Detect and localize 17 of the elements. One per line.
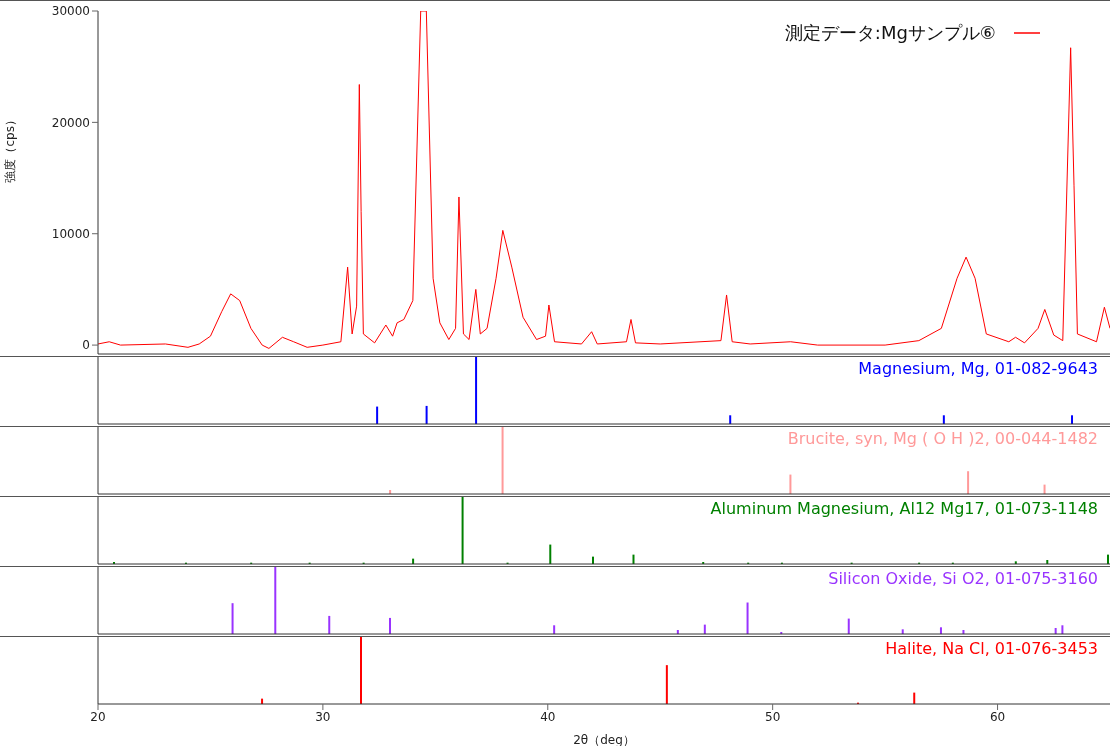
text: Magnesium, Mg, 01-082-9643 [858,359,1098,378]
x-tick-label: 60 [989,709,1006,724]
legend-label: 測定データ:Mgサンプル⑥ [784,21,996,45]
y-tick-label: 30000 [51,4,90,19]
x-tick-label: 40 [540,709,556,724]
y-axis-title: 強度（cps） [3,114,18,183]
y-tick-label: 20000 [51,115,90,130]
text: Halite, Na Cl, 01-076-3453 [885,639,1098,658]
text: Aluminum Magnesium, Al12 Mg17, 01-073-1148 [710,499,1098,518]
text: Silicon Oxide, Si O2, 01-075-3160 [828,569,1098,588]
x-tick-label: 30 [315,709,331,724]
x-axis-title: 2θ（deg） [573,733,635,747]
series-label: Brucite, syn, Mg ( O H )2, 00-044-1482 [787,429,1098,448]
y-tick-label: 10000 [51,226,90,241]
x-tick-label: 50 [765,709,781,724]
x-tick-label: 20 [90,709,106,724]
y-tick-label: 0 [82,338,90,353]
